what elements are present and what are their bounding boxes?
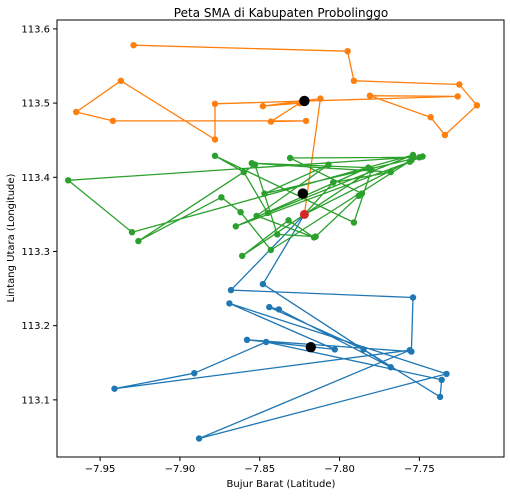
series-2-point: [310, 234, 318, 241]
series-0-line: [113, 213, 448, 440]
series-2-point: [358, 190, 366, 197]
series-2-point: [365, 164, 372, 171]
series-2-point: [135, 237, 142, 245]
plot-frame: [56, 19, 505, 458]
series-2-point: [267, 246, 275, 254]
series-0-point: [262, 338, 270, 346]
series-1-point: [130, 42, 137, 49]
series-1-point: [456, 81, 463, 88]
series-1-point: [427, 114, 434, 121]
series-0-point: [406, 347, 413, 354]
centroid-marker: [305, 342, 316, 353]
series-0-point: [191, 370, 198, 377]
series-2-point: [406, 158, 413, 165]
series-2-point: [419, 153, 426, 160]
series-1-point: [259, 102, 267, 110]
x-tick-label: −7.90: [165, 464, 196, 475]
series-2-point: [330, 179, 337, 186]
series-1-point: [473, 102, 481, 109]
series-1-point: [454, 93, 461, 100]
series-0-point: [111, 385, 118, 392]
series-2-point: [253, 212, 260, 220]
series-2-point: [325, 161, 332, 168]
centroid-marker: [297, 188, 308, 199]
series-2-point: [211, 152, 219, 159]
chart-title: Peta SMA di Kabupaten Probolinggo: [174, 6, 388, 20]
series-1-point: [211, 100, 219, 108]
y-axis-label: Lintang Utara (Longitude): [6, 173, 17, 302]
series-2-point: [286, 154, 294, 162]
series-2-point: [248, 160, 255, 167]
series-1-point: [267, 118, 275, 125]
series-1-point: [73, 108, 80, 116]
y-tick-label: 113.5: [21, 99, 50, 110]
y-tick-label: 113.1: [21, 395, 50, 406]
series-0-point: [275, 306, 283, 313]
series-1-point: [117, 77, 125, 85]
series-0-point: [227, 286, 235, 294]
x-axis-label: Bujur Barat (Latitude): [227, 479, 336, 490]
x-tick-label: −7.95: [85, 464, 116, 475]
x-tick-label: −7.85: [244, 464, 275, 475]
series-1-point: [441, 131, 449, 139]
y-tick-label: 113.4: [21, 173, 50, 184]
series-2-point: [387, 168, 394, 176]
series-0-point: [438, 376, 445, 383]
series-0-point: [436, 393, 444, 401]
series-2-point: [128, 229, 136, 236]
y-tick-label: 113.3: [21, 247, 50, 258]
x-tick-label: −7.75: [404, 464, 435, 475]
series-2-point: [237, 209, 244, 216]
series-2-point: [285, 217, 292, 224]
series-2-point: [65, 177, 72, 184]
series-2-point: [264, 209, 271, 217]
series-0-point: [331, 346, 338, 353]
series-2-point: [261, 190, 268, 197]
series-1-point: [109, 117, 117, 125]
series-1-point: [317, 95, 324, 102]
series-1-point: [211, 136, 219, 143]
y-tick-label: 113.6: [21, 24, 50, 35]
series-2-point: [274, 231, 281, 238]
centroid-marker: [299, 95, 310, 107]
series-1-point: [302, 117, 310, 125]
y-tick-label: 113.2: [21, 321, 50, 332]
x-tick-label: −7.80: [324, 464, 355, 475]
series-0-point: [409, 294, 417, 301]
series-1-line: [75, 44, 478, 215]
series-0-point: [195, 435, 203, 442]
centroid-marker: [299, 209, 309, 219]
series-2-point: [409, 151, 417, 159]
series-2-point: [218, 194, 225, 201]
series-1-point: [350, 77, 358, 85]
series-0-point: [226, 300, 233, 307]
series-0-point: [443, 370, 450, 378]
series-0-point: [243, 336, 251, 343]
series-2-point: [350, 219, 358, 226]
series-0-point: [360, 346, 367, 353]
series-2-point: [239, 252, 246, 260]
series-0-point: [259, 280, 267, 288]
series-2-point: [232, 223, 239, 230]
series-0-point: [387, 364, 394, 371]
series-2-point: [240, 168, 247, 176]
series-1-point: [344, 48, 351, 55]
series-0-point: [266, 303, 273, 311]
series-1-point: [366, 92, 374, 99]
